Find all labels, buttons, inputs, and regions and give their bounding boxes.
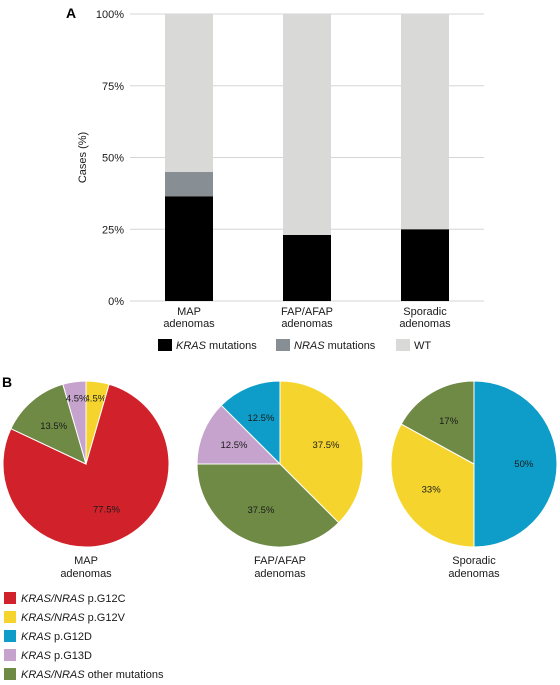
pie-title: adenomas	[60, 568, 112, 580]
bar-segment	[283, 234, 331, 301]
legend-swatch	[4, 611, 16, 623]
slice-label: 12.5%	[247, 413, 274, 424]
legend-entry: KRAS/NRAS other mutations	[21, 669, 164, 681]
pie-legend: KRAS/NRAS p.G12C KRAS/NRAS p.G12V KRAS p.G…	[4, 592, 164, 681]
x-tick-label: MAP	[177, 306, 201, 318]
pie-slice	[473, 380, 558, 548]
pie-slice	[196, 463, 340, 548]
y-tick-label: 50%	[102, 153, 124, 165]
x-tick-label: adenomas	[281, 318, 333, 330]
slice-label: 50%	[514, 459, 534, 470]
stacked-bar-chart: 0%25%50%75%100%Cases (%)MAPadenomasFAP/A…	[77, 9, 484, 352]
y-tick-label: 100%	[96, 9, 124, 21]
legend-entry: KRAS/NRAS p.G12C	[21, 593, 126, 605]
pie-slice	[196, 404, 282, 465]
y-tick-label: 75%	[102, 81, 124, 93]
legend-swatch	[396, 339, 410, 351]
bar-segment	[401, 229, 449, 301]
legend-swatch	[158, 339, 172, 351]
legend-swatch	[4, 592, 16, 604]
pie-slice	[2, 383, 170, 548]
pie-slice	[10, 383, 87, 465]
pie-title: adenomas	[448, 568, 500, 580]
y-tick-label: 25%	[102, 224, 124, 236]
legend-swatch	[4, 649, 16, 661]
legend-swatch	[276, 339, 290, 351]
panel-a-label: A	[66, 5, 76, 21]
pie-slice	[390, 423, 475, 548]
pie-charts: 4.5%77.5%13.5%4.5%MAPadenomas37.5%37.5%1…	[2, 380, 558, 580]
bar-segment	[401, 14, 449, 230]
x-tick-label: Sporadic	[403, 306, 447, 318]
pie-title: Sporadic	[452, 555, 496, 567]
slice-label: 77.5%	[93, 504, 120, 515]
pie-title: adenomas	[254, 568, 306, 580]
bar-segment	[165, 14, 213, 172]
legend-entry: KRAS p.G12D	[21, 631, 92, 643]
slice-label: 37.5%	[247, 505, 274, 516]
slice-label: 17%	[439, 416, 459, 427]
slice-label: 4.5%	[85, 393, 107, 404]
slice-label: 4.5%	[66, 393, 88, 404]
pie-slice	[62, 380, 87, 465]
slice-label: 33%	[422, 484, 442, 495]
legend-entry: WT	[414, 340, 431, 352]
pie-slice	[220, 380, 281, 466]
panel-b-label: B	[2, 374, 12, 390]
bar-segment	[283, 14, 331, 235]
legend-swatch	[4, 630, 16, 642]
bar-segment	[165, 196, 213, 301]
x-tick-label: adenomas	[163, 318, 215, 330]
y-tick-label: 0%	[108, 296, 124, 308]
legend-entry: KRAS mutations	[176, 340, 257, 352]
legend-swatch	[4, 668, 16, 680]
y-axis-label: Cases (%)	[77, 132, 89, 183]
bar-segment	[165, 171, 213, 197]
pie-slice	[400, 380, 475, 465]
pie-slice	[279, 380, 364, 524]
slice-label: 13.5%	[40, 421, 67, 432]
pie-title: MAP	[74, 555, 98, 567]
legend-entry: NRAS mutations	[294, 340, 376, 352]
x-tick-label: FAP/AFAP	[281, 306, 333, 318]
pie-title: FAP/AFAP	[254, 555, 306, 567]
legend-entry: KRAS/NRAS p.G12V	[21, 612, 126, 624]
slice-label: 12.5%	[221, 440, 248, 451]
x-tick-label: adenomas	[399, 318, 451, 330]
slice-label: 37.5%	[313, 440, 340, 451]
legend-entry: KRAS p.G13D	[21, 650, 92, 662]
